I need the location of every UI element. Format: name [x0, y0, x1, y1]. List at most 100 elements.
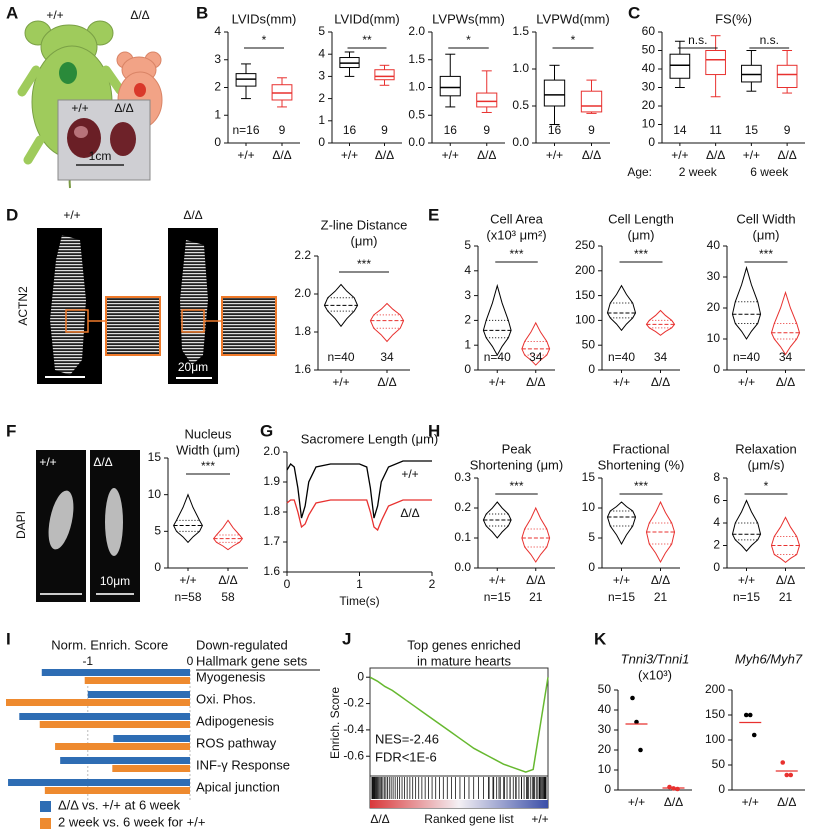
- data-point: [747, 712, 753, 718]
- stain-label: DAPI: [14, 511, 28, 539]
- y-tick-label: 0.5: [408, 107, 425, 121]
- y-tick-label: 0: [588, 362, 595, 376]
- box: [669, 53, 691, 79]
- y-tick-label: 5: [318, 24, 325, 38]
- data-point: [784, 772, 790, 778]
- y-tick-label: 100: [705, 732, 725, 746]
- group-title: Age:: [627, 165, 652, 179]
- series-label: Δ/Δ: [400, 506, 419, 520]
- y-tick-label: 2: [214, 80, 221, 94]
- y-tick-label: 20: [642, 98, 656, 112]
- x-tick-label: +/+: [546, 148, 563, 162]
- mouse-illustration: [17, 20, 163, 189]
- y-tick-label: 0: [318, 135, 325, 149]
- y-tick-label: 150: [705, 707, 725, 721]
- n-label: n=16: [232, 123, 259, 137]
- category-label: INF-γ Response: [196, 757, 290, 772]
- y-tick-label: 20: [598, 742, 612, 756]
- x-tick-label: +/+: [738, 573, 755, 587]
- stain-label: ACTN2: [16, 286, 30, 326]
- end-label: +/+: [531, 812, 548, 826]
- y-tick-label: 10: [642, 117, 656, 131]
- n-label: 58: [221, 590, 235, 604]
- scale-bar-label: 10μm: [100, 574, 130, 588]
- bar: [6, 699, 190, 706]
- x-tick-label: +/+: [738, 375, 755, 389]
- n-label: 9: [588, 123, 595, 137]
- significance-label: *: [764, 479, 769, 493]
- x-tick-label: 1: [356, 577, 363, 591]
- x-tick-label: Δ/Δ: [651, 375, 670, 389]
- box: [374, 69, 395, 81]
- chart-title: Tnni3/Tnni1: [621, 651, 690, 666]
- bar: [39, 721, 190, 728]
- y-tick-label: 40: [642, 61, 656, 75]
- significance-label: n.s.: [688, 33, 707, 47]
- y-tick-label: 1.8: [294, 324, 311, 338]
- violin: [323, 283, 359, 328]
- y-tick-label: 60: [642, 24, 656, 38]
- chart-title: LVPWs(mm): [432, 11, 505, 26]
- significance-label: *: [466, 33, 471, 47]
- category-title: Hallmark gene sets: [196, 653, 308, 668]
- significance-label: ***: [634, 247, 648, 261]
- x-tick-label: 0: [284, 577, 291, 591]
- n-label: n=58: [174, 590, 201, 604]
- category-label: Adipogenesis: [196, 713, 275, 728]
- y-tick-label: 40: [598, 702, 612, 716]
- violin: [645, 309, 676, 336]
- y-tick-label: -0.2: [343, 696, 364, 710]
- y-tick-label: 100: [575, 313, 595, 327]
- n-label: 15: [745, 123, 759, 137]
- y-tick-label: 1.7: [263, 534, 280, 548]
- y-tick-label: 2: [318, 91, 325, 105]
- y-tick-label: 3: [318, 69, 325, 83]
- chart-title: Relaxation: [735, 441, 796, 456]
- chart-subtitle: (x10³ μm²): [486, 227, 546, 242]
- n-label: 16: [343, 123, 357, 137]
- group-label: 2 week: [679, 165, 718, 179]
- heart-label: Δ/Δ: [114, 101, 133, 115]
- series-line: [286, 499, 432, 532]
- group-label: 6 week: [750, 165, 789, 179]
- annotation: NES=-2.46: [375, 731, 439, 746]
- chart-subtitle: (μm): [351, 233, 378, 248]
- x-tick-label: Δ/Δ: [777, 795, 796, 809]
- y-tick-label: 0: [648, 135, 655, 149]
- data-point: [788, 772, 794, 778]
- significance-label: ***: [759, 247, 773, 261]
- chart-title: Cell Length: [608, 211, 674, 226]
- box: [439, 75, 461, 97]
- bar: [55, 743, 190, 750]
- x-tick-label: Δ/Δ: [777, 148, 796, 162]
- axis-title: Norm. Enrich. Score: [51, 637, 168, 652]
- bar: [44, 787, 190, 794]
- y-tick-label: 1: [464, 337, 471, 351]
- y-tick-label: 50: [642, 43, 656, 57]
- y-tick-label: 10: [582, 500, 596, 514]
- n-label: 9: [279, 123, 286, 137]
- panel-letter: G: [260, 421, 273, 440]
- n-label: 11: [709, 123, 722, 137]
- significance-label: ***: [634, 479, 648, 493]
- chart-title: LVIDs(mm): [232, 11, 297, 26]
- x-tick-label: +/+: [237, 148, 254, 162]
- y-tick-label: 1.5: [408, 52, 425, 66]
- y-tick-label: 0: [588, 560, 595, 574]
- chart-title: LVPWd(mm): [536, 11, 609, 26]
- x-axis-title: Ranked gene list: [424, 812, 514, 826]
- bar: [112, 765, 190, 772]
- n-label: 34: [529, 350, 543, 364]
- box: [543, 79, 566, 107]
- n-label: n=15: [484, 590, 511, 604]
- x-tick-label: +/+: [341, 148, 358, 162]
- n-label: n=40: [327, 350, 354, 364]
- panel-letter: B: [196, 3, 208, 22]
- y-tick-label: 1.6: [294, 362, 311, 376]
- y-tick-label: 0.0: [408, 135, 425, 149]
- y-tick-label: 3: [214, 52, 221, 66]
- panel-letter: H: [428, 421, 440, 440]
- x-tick-label: +/+: [489, 573, 506, 587]
- n-label: 21: [654, 590, 668, 604]
